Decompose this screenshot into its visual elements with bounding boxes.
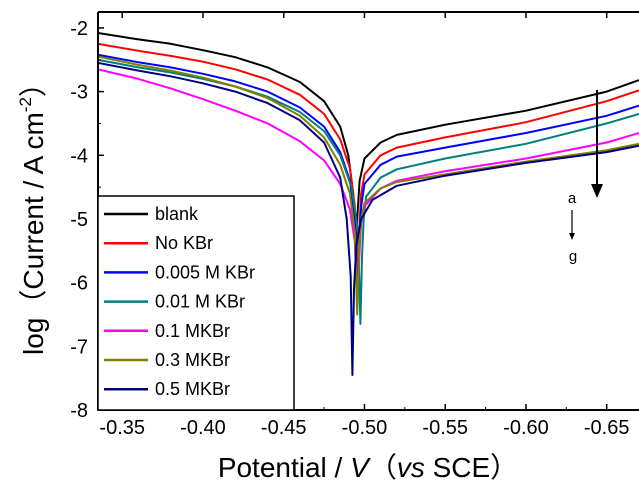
series-line-2 [98, 53, 639, 297]
x-title-vs: vs [397, 452, 425, 483]
small-arrow-head [569, 233, 575, 240]
curves-layer [98, 32, 639, 376]
series-line-6 [98, 61, 639, 376]
x-tick-label: -0.65 [584, 417, 630, 439]
legend-label-3: 0.01 M KBr [155, 292, 245, 312]
y-title-close: ） [18, 69, 49, 97]
trend-arrow-head [591, 184, 603, 198]
legend-label-0: blank [155, 204, 199, 224]
x-title-unit: V [350, 452, 371, 483]
x-tick-label: -0.35 [99, 417, 145, 439]
legend-label-2: 0.005 M KBr [155, 262, 255, 282]
y-axis-title: log（Current / A cm-2） [16, 69, 49, 355]
trend-annotation: ag [568, 90, 603, 265]
x-axis-title: Potential / V（vs SCE） [218, 452, 518, 483]
y-tick-label: -6 [70, 273, 88, 295]
x-title-paren-open: （ [369, 452, 397, 483]
x-title-ref: SCE） [425, 452, 518, 483]
series-line-5 [98, 55, 639, 316]
y-tick-label: -8 [70, 400, 88, 422]
x-title-main: Potential / [218, 452, 350, 483]
legend: blank No KBr 0.005 M KBr 0.01 M KBr 0.1 MKBr… [97, 195, 295, 411]
y-tick-label: -7 [70, 336, 88, 358]
legend-label-5: 0.3 MKBr [155, 350, 230, 370]
x-tick-label: -0.55 [422, 417, 468, 439]
y-title-exponent: -2 [16, 97, 35, 112]
x-tick-label: -0.45 [261, 417, 307, 439]
annotation-g: g [569, 248, 577, 265]
x-tick-label: -0.40 [180, 417, 226, 439]
y-tick-label: -5 [70, 209, 88, 231]
legend-label-6: 0.5 MKBr [155, 379, 230, 399]
x-tick-label: -0.60 [503, 417, 549, 439]
x-tick-label: -0.50 [342, 417, 388, 439]
legend-label-4: 0.1 MKBr [155, 321, 230, 341]
y-tick-label: -3 [70, 82, 88, 104]
legend-label-1: No KBr [155, 233, 213, 253]
legend-box [97, 195, 295, 411]
y-tick-label: -2 [70, 18, 88, 40]
x-axis: -0.35 -0.40 -0.45 -0.50 -0.55 -0.60 -0.65 [99, 12, 629, 439]
annotation-a: a [568, 190, 577, 207]
y-title-main: log（Current / A cm [18, 112, 49, 355]
y-tick-label: -4 [70, 145, 88, 167]
